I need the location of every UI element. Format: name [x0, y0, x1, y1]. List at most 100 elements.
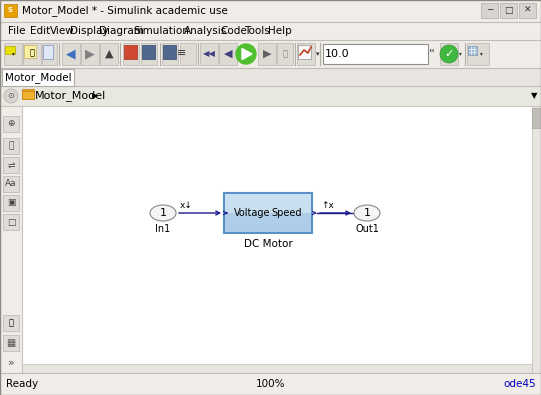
Text: 10.0: 10.0: [325, 49, 349, 59]
Bar: [440, 43, 458, 65]
Text: Code: Code: [220, 26, 247, 36]
Text: Help: Help: [268, 26, 292, 36]
Bar: [3, 214, 19, 230]
Bar: [0, 40, 541, 68]
Bar: [3, 138, 19, 154]
Bar: [2, 69, 74, 86]
Bar: [23, 43, 41, 65]
Bar: [475, 53, 477, 55]
Text: Display: Display: [70, 26, 109, 36]
Text: ⤢: ⤢: [8, 141, 14, 150]
Bar: [472, 53, 474, 55]
Bar: [43, 45, 53, 59]
Text: Diagram: Diagram: [99, 26, 144, 36]
Text: Ready: Ready: [6, 379, 38, 389]
Text: 100%: 100%: [256, 379, 285, 389]
Text: 📂: 📂: [30, 49, 35, 58]
Bar: [472, 47, 474, 49]
Text: ▦: ▦: [6, 338, 16, 348]
Text: ▶: ▶: [263, 49, 271, 59]
Bar: [141, 43, 157, 65]
Bar: [3, 315, 19, 331]
Text: ▶: ▶: [85, 47, 95, 60]
Text: ◀: ◀: [66, 47, 76, 60]
Bar: [519, 3, 536, 18]
Ellipse shape: [150, 205, 176, 221]
Bar: [22, 364, 532, 373]
Text: Motor_Model: Motor_Model: [5, 72, 71, 83]
Bar: [532, 106, 541, 373]
Text: Edit: Edit: [30, 26, 50, 36]
Bar: [100, 43, 118, 65]
Bar: [22, 89, 34, 99]
Bar: [3, 176, 19, 192]
Bar: [469, 50, 471, 52]
Bar: [124, 45, 137, 59]
Bar: [3, 116, 19, 132]
Bar: [180, 43, 196, 65]
Bar: [277, 43, 293, 65]
Bar: [469, 53, 471, 55]
Bar: [3, 157, 19, 173]
Bar: [42, 43, 57, 65]
Bar: [297, 43, 315, 65]
Text: ▣: ▣: [6, 199, 15, 207]
Text: 1: 1: [364, 208, 371, 218]
Polygon shape: [242, 49, 252, 60]
Circle shape: [440, 45, 458, 63]
Bar: [469, 47, 471, 49]
Text: ▼: ▼: [531, 92, 537, 100]
Text: DC Motor: DC Motor: [243, 239, 292, 249]
Text: 📷: 📷: [9, 318, 14, 327]
Bar: [224, 193, 312, 233]
Bar: [4, 43, 22, 65]
Circle shape: [4, 89, 18, 103]
Bar: [475, 47, 477, 49]
Bar: [532, 108, 541, 128]
Text: ▶: ▶: [92, 92, 98, 100]
Text: Voltage: Voltage: [234, 208, 270, 218]
Bar: [162, 43, 178, 65]
Text: Motor_Model: Motor_Model: [35, 90, 106, 102]
Bar: [24, 45, 36, 58]
Text: ≡: ≡: [177, 48, 187, 58]
Text: »: »: [8, 358, 15, 368]
Bar: [3, 195, 19, 211]
Text: Simulation: Simulation: [133, 26, 189, 36]
Text: ─: ─: [487, 6, 492, 15]
Bar: [468, 46, 477, 55]
Text: ⊕: ⊕: [7, 120, 15, 128]
Bar: [123, 43, 139, 65]
Bar: [500, 3, 517, 18]
Bar: [200, 43, 218, 65]
Ellipse shape: [354, 205, 380, 221]
Bar: [0, 106, 22, 373]
Bar: [467, 43, 489, 65]
Bar: [0, 68, 541, 86]
Text: ▾: ▾: [480, 51, 483, 56]
Text: Tools: Tools: [244, 26, 270, 36]
Bar: [475, 50, 477, 52]
Bar: [142, 45, 155, 59]
Text: ⊙: ⊙: [8, 92, 15, 100]
Text: Speed: Speed: [272, 208, 302, 218]
Bar: [81, 43, 99, 65]
Text: ⇌: ⇌: [7, 160, 15, 169]
Bar: [481, 3, 498, 18]
Bar: [4, 4, 17, 17]
Text: Motor_Model * - Simulink academic use: Motor_Model * - Simulink academic use: [22, 6, 228, 17]
Bar: [0, 22, 541, 40]
Text: S: S: [8, 8, 13, 13]
Text: □: □: [6, 218, 15, 226]
Text: 1: 1: [160, 208, 167, 218]
Text: x↓: x↓: [180, 201, 193, 210]
Text: ↑x: ↑x: [321, 201, 334, 210]
Bar: [225, 194, 311, 213]
Bar: [0, 0, 541, 22]
Text: View: View: [50, 26, 75, 36]
Text: ode45: ode45: [503, 379, 536, 389]
Text: ◀◀: ◀◀: [202, 49, 215, 58]
Text: ▲: ▲: [105, 49, 113, 59]
Bar: [22, 106, 541, 373]
Bar: [298, 45, 311, 59]
